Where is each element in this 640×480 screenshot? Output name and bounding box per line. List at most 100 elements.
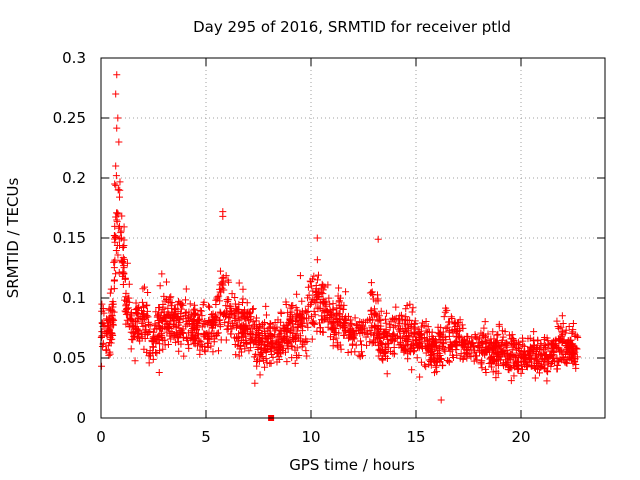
data-point — [547, 362, 555, 370]
data-point — [551, 337, 559, 345]
data-point — [267, 320, 275, 328]
data-point — [330, 331, 338, 339]
data-point — [297, 322, 305, 330]
data-point — [305, 291, 313, 299]
data-point — [126, 315, 134, 323]
data-point — [505, 352, 513, 360]
data-point — [304, 323, 312, 331]
data-point — [112, 181, 120, 189]
data-point — [340, 323, 348, 331]
data-point — [478, 364, 486, 372]
data-point — [309, 275, 317, 283]
data-point — [549, 348, 557, 356]
data-point — [304, 283, 312, 291]
data-point — [168, 328, 176, 336]
data-point — [357, 341, 365, 349]
data-point — [110, 285, 118, 293]
data-point — [387, 348, 395, 356]
data-point — [291, 359, 299, 367]
data-point — [216, 267, 224, 275]
data-point — [232, 351, 240, 359]
data-point — [243, 340, 251, 348]
data-point — [573, 353, 581, 361]
data-point — [98, 328, 106, 336]
data-point — [254, 345, 262, 353]
data-point — [231, 300, 239, 308]
data-point — [153, 335, 161, 343]
data-point — [401, 316, 409, 324]
data-point — [308, 335, 316, 343]
data-point — [123, 316, 131, 324]
data-point — [471, 331, 479, 339]
data-point — [233, 321, 241, 329]
data-point — [389, 330, 397, 338]
data-point — [310, 272, 318, 280]
data-point — [344, 312, 352, 320]
data-point — [544, 345, 552, 353]
data-point — [246, 328, 254, 336]
data-point — [120, 236, 128, 244]
data-point — [113, 241, 121, 249]
data-point — [153, 349, 161, 357]
data-point — [314, 271, 322, 279]
data-point — [410, 347, 418, 355]
data-point — [370, 322, 378, 330]
data-point — [477, 358, 485, 366]
y-tick-label: 0.15 — [53, 229, 86, 247]
data-point — [382, 319, 390, 327]
data-point — [383, 355, 391, 363]
data-point — [186, 300, 194, 308]
data-point — [371, 338, 379, 346]
data-point — [498, 339, 506, 347]
data-point — [494, 330, 502, 338]
data-point — [404, 350, 412, 358]
data-point — [164, 304, 172, 312]
data-point — [498, 327, 506, 335]
data-point — [262, 311, 270, 319]
data-point — [161, 323, 169, 331]
data-point — [149, 355, 157, 363]
data-point — [478, 357, 486, 365]
data-point — [253, 356, 261, 364]
data-point — [439, 328, 447, 336]
data-point — [522, 354, 530, 362]
data-point — [325, 294, 333, 302]
data-point — [391, 322, 399, 330]
data-point — [313, 234, 321, 242]
data-point — [356, 353, 364, 361]
data-point — [125, 294, 133, 302]
data-point — [119, 243, 127, 251]
data-point — [191, 334, 199, 342]
data-point — [302, 347, 310, 355]
data-point — [291, 346, 299, 354]
data-point — [481, 318, 489, 326]
data-point — [171, 304, 179, 312]
data-point — [372, 323, 380, 331]
data-point — [189, 322, 197, 330]
x-tick-label: 5 — [201, 428, 211, 446]
y-tick-label: 0.25 — [53, 109, 86, 127]
data-point — [437, 324, 445, 332]
data-point — [449, 351, 457, 359]
data-point — [216, 323, 224, 331]
data-point — [459, 354, 467, 362]
data-point — [110, 316, 118, 324]
data-point — [344, 348, 352, 356]
data-point — [329, 306, 337, 314]
data-point — [367, 289, 375, 297]
data-point — [218, 279, 226, 287]
data-point — [375, 312, 383, 320]
data-point — [564, 337, 572, 345]
data-point — [382, 328, 390, 336]
data-point — [509, 351, 517, 359]
data-point — [306, 301, 314, 309]
y-tick-label: 0.1 — [62, 289, 86, 307]
data-point — [473, 356, 481, 364]
data-point — [367, 306, 375, 314]
data-point — [411, 319, 419, 327]
data-point — [253, 332, 261, 340]
data-point — [117, 229, 125, 237]
data-point — [537, 357, 545, 365]
data-point — [134, 333, 142, 341]
